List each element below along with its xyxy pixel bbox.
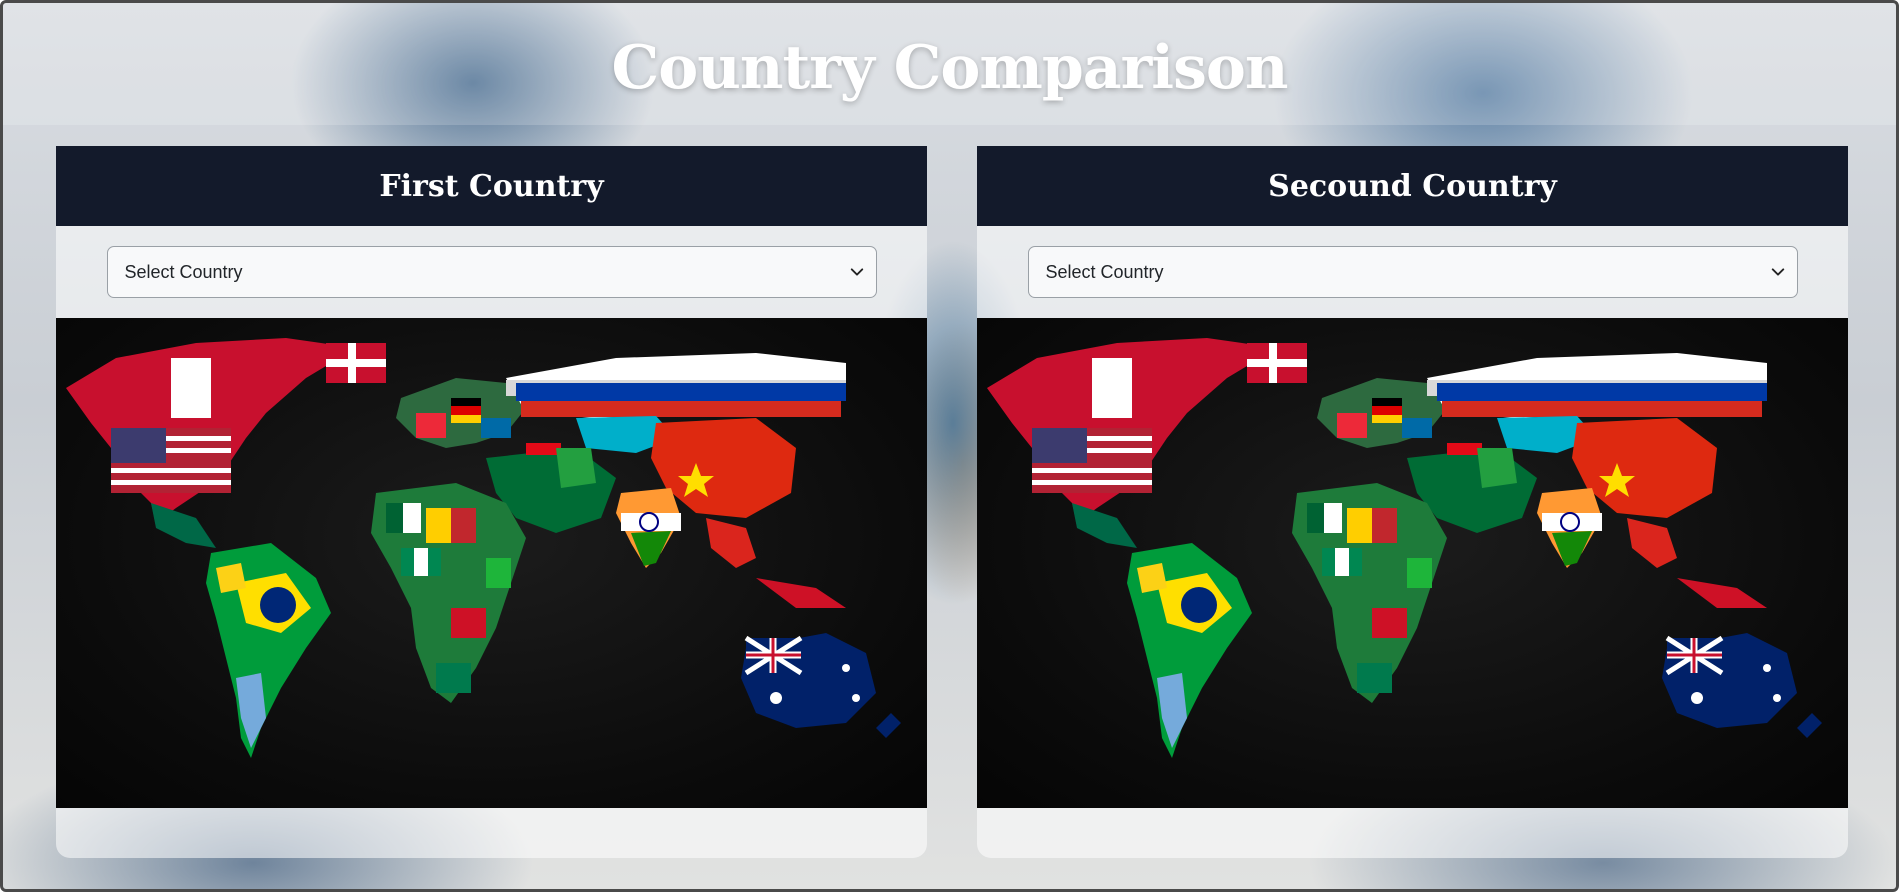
select-wrap: Select Country <box>56 226 927 318</box>
card-title: First Country <box>379 168 604 204</box>
world-flag-map-image <box>56 318 927 808</box>
card-header: Secound Country <box>977 146 1848 226</box>
select-value: Select Country <box>124 261 243 282</box>
card-title: Secound Country <box>1268 168 1557 204</box>
first-country-select[interactable]: Select Country <box>106 246 877 298</box>
select-wrap: Select Country <box>977 226 1848 318</box>
chevron-down-icon <box>1771 268 1784 276</box>
header-band <box>3 3 1896 125</box>
chevron-down-icon <box>850 268 863 276</box>
select-value: Select Country <box>1045 261 1164 282</box>
second-country-card: Secound Country Select Country <box>977 146 1848 858</box>
world-map-graphic <box>987 338 1822 758</box>
second-country-select[interactable]: Select Country <box>1027 246 1798 298</box>
page-title: Country Comparison <box>611 33 1288 103</box>
world-flag-map-image <box>977 318 1848 808</box>
first-country-card: First Country Select Country <box>56 146 927 858</box>
card-header: First Country <box>56 146 927 226</box>
world-map-graphic <box>66 338 901 758</box>
